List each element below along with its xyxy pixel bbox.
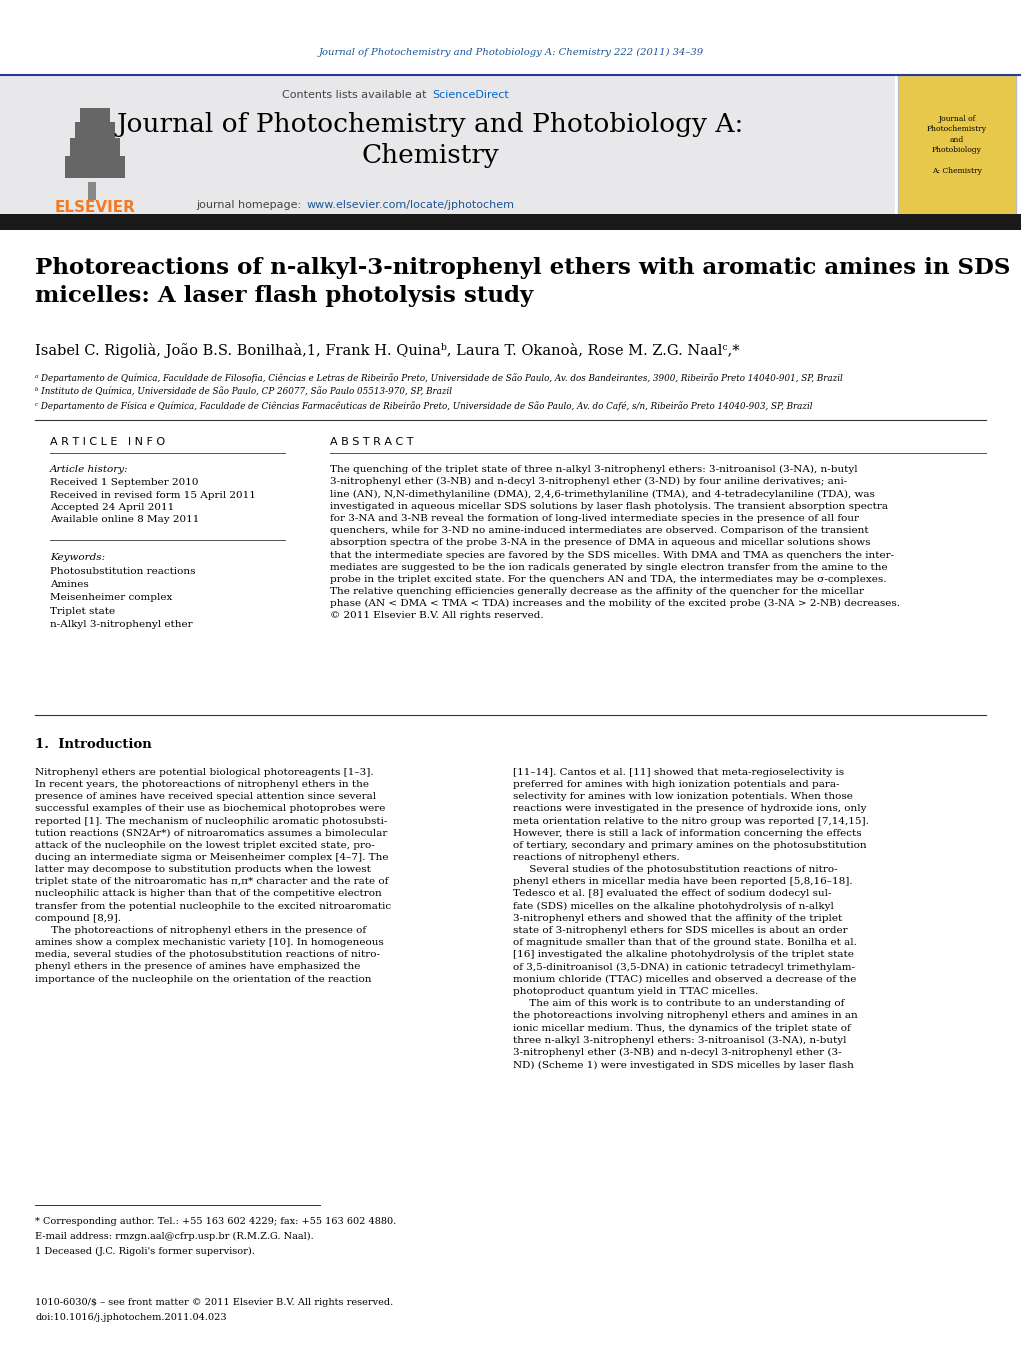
Text: ELSEVIER: ELSEVIER bbox=[54, 200, 136, 215]
Text: [11–14]. Cantos et al. [11] showed that meta-regioselectivity is
preferred for a: [11–14]. Cantos et al. [11] showed that … bbox=[513, 767, 869, 1070]
Text: The quenching of the triplet state of three n-alkyl 3-nitrophenyl ethers: 3-nitr: The quenching of the triplet state of th… bbox=[330, 465, 900, 620]
Text: Journal of
Photochemistry
and
Photobiology

A: Chemistry: Journal of Photochemistry and Photobiolo… bbox=[927, 115, 987, 176]
Text: Nitrophenyl ethers are potential biological photoreagents [1–3].
In recent years: Nitrophenyl ethers are potential biologi… bbox=[35, 767, 391, 984]
Text: E-mail address: rmzgn.aal@cfrp.usp.br (R.M.Z.G. Naal).: E-mail address: rmzgn.aal@cfrp.usp.br (R… bbox=[35, 1232, 313, 1242]
FancyBboxPatch shape bbox=[80, 108, 110, 124]
FancyBboxPatch shape bbox=[0, 213, 1021, 230]
Text: Journal of Photochemistry and Photobiology A:
Chemistry: Journal of Photochemistry and Photobiolo… bbox=[116, 112, 743, 168]
FancyBboxPatch shape bbox=[65, 155, 125, 178]
FancyBboxPatch shape bbox=[5, 76, 185, 215]
Text: Article history:: Article history: bbox=[50, 465, 129, 474]
Text: Contents lists available at: Contents lists available at bbox=[282, 91, 430, 100]
Text: ScienceDirect: ScienceDirect bbox=[432, 91, 508, 100]
Text: www.elsevier.com/locate/jphotochem: www.elsevier.com/locate/jphotochem bbox=[307, 200, 515, 209]
Text: Keywords:: Keywords: bbox=[50, 553, 105, 562]
Text: 1010-6030/$ – see front matter © 2011 Elsevier B.V. All rights reserved.: 1010-6030/$ – see front matter © 2011 El… bbox=[35, 1298, 393, 1306]
Text: Isabel C. Rigolià, João B.S. Bonilhaà,1, Frank H. Quinaᵇ, Laura T. Okanoà, Rose : Isabel C. Rigolià, João B.S. Bonilhaà,1,… bbox=[35, 343, 739, 358]
FancyBboxPatch shape bbox=[88, 182, 96, 200]
FancyBboxPatch shape bbox=[0, 76, 895, 215]
Text: A R T I C L E   I N F O: A R T I C L E I N F O bbox=[50, 436, 165, 447]
FancyBboxPatch shape bbox=[70, 138, 120, 158]
Text: Photosubstitution reactions
Amines
Meisenheimer complex
Triplet state
n-Alkyl 3-: Photosubstitution reactions Amines Meise… bbox=[50, 567, 195, 628]
Text: Photoreactions of n-alkyl-3-nitrophenyl ethers with aromatic amines in SDS
micel: Photoreactions of n-alkyl-3-nitrophenyl … bbox=[35, 257, 1011, 308]
Text: journal homepage:: journal homepage: bbox=[196, 200, 305, 209]
FancyBboxPatch shape bbox=[75, 122, 115, 141]
Text: A B S T R A C T: A B S T R A C T bbox=[330, 436, 414, 447]
Text: Journal of Photochemistry and Photobiology A: Chemistry 222 (2011) 34–39: Journal of Photochemistry and Photobiolo… bbox=[319, 47, 703, 57]
Text: Received 1 September 2010
Received in revised form 15 April 2011
Accepted 24 Apr: Received 1 September 2010 Received in re… bbox=[50, 478, 256, 524]
Text: ᵃ Departamento de Química, Faculdade de Filosofia, Ciências e Letras de Ribeirão: ᵃ Departamento de Química, Faculdade de … bbox=[35, 373, 842, 382]
Text: 1.  Introduction: 1. Introduction bbox=[35, 738, 152, 751]
Text: ᶜ Departamento de Física e Química, Faculdade de Ciências Farmacêuticas de Ribei: ᶜ Departamento de Física e Química, Facu… bbox=[35, 401, 813, 411]
Text: * Corresponding author. Tel.: +55 163 602 4229; fax: +55 163 602 4880.: * Corresponding author. Tel.: +55 163 60… bbox=[35, 1217, 396, 1225]
Text: 1 Deceased (J.C. Rigoli's former supervisor).: 1 Deceased (J.C. Rigoli's former supervi… bbox=[35, 1247, 255, 1256]
Text: doi:10.1016/j.jphotochem.2011.04.023: doi:10.1016/j.jphotochem.2011.04.023 bbox=[35, 1313, 227, 1323]
FancyBboxPatch shape bbox=[898, 76, 1016, 215]
Text: ᵇ Instituto de Química, Universidade de São Paulo, CP 26077, São Paulo 05513-970: ᵇ Instituto de Química, Universidade de … bbox=[35, 388, 452, 397]
